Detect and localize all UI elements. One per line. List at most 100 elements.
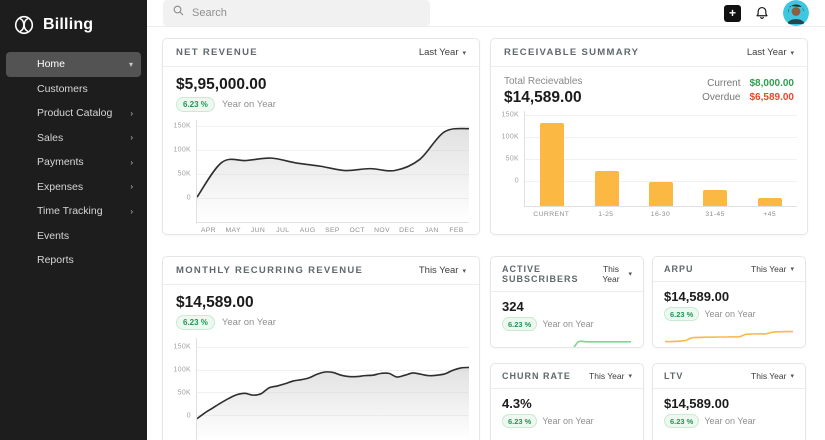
yoy-caption: Year on Year: [221, 317, 276, 328]
notifications-bell-icon[interactable]: [754, 5, 770, 21]
total-receivables-value: $14,589.00: [504, 89, 582, 106]
receivable-bar: [703, 189, 728, 206]
yoy-caption: Year on Year: [542, 416, 594, 426]
receivable-bar: [649, 181, 674, 206]
billing-logo-icon: [13, 14, 35, 36]
y-axis: 150K 100K 50K 0: [173, 343, 191, 420]
active-subscribers-card: ACTIVE SUBSCRIBERS This Year ▾ 324 6.23 …: [490, 256, 644, 348]
chevron-right-icon: ›: [130, 157, 133, 167]
chevron-right-icon: ›: [130, 206, 133, 216]
yoy-badge: 6.23 %: [176, 97, 215, 112]
topbar: +: [147, 0, 825, 27]
active-subscribers-sparkline: [503, 336, 631, 348]
arpu-card: ARPU This Year ▾ $14,589.00 6.23 % Year …: [652, 256, 806, 348]
app-title: Billing: [43, 16, 94, 33]
range-select[interactable]: This Year ▾: [589, 371, 632, 381]
overdue-value: $6,589.00: [749, 92, 795, 103]
mrr-chart: 150K 100K 50K 0: [169, 338, 469, 440]
add-button[interactable]: +: [724, 4, 741, 22]
sidebar-item-customers[interactable]: Customers: [6, 77, 141, 102]
chevron-down-icon: ▾: [790, 49, 794, 57]
yoy-badge: 6.23 %: [176, 315, 215, 330]
arpu-sparkline: [665, 326, 793, 346]
active-subscribers-value: 324: [502, 299, 524, 314]
yoy-caption: Year on Year: [221, 99, 276, 110]
churn-rate-value: 4.3%: [502, 396, 532, 411]
total-receivables: Total Recievables $14,589.00: [504, 76, 582, 107]
yoy-badge: 6.23 %: [502, 414, 538, 428]
search-box[interactable]: [163, 0, 430, 26]
range-select[interactable]: This Year ▾: [751, 264, 794, 274]
x-axis: CURRENT 1-25 16-30 31-45 +45: [533, 210, 777, 218]
x-axis: APR MAY JUN JUL AUG SEP OCT NOV DEC JAN FEB: [200, 226, 464, 234]
yoy-caption: Year on Year: [542, 319, 594, 329]
sidebar-item-time-tracking[interactable]: Time Tracking ›: [6, 199, 141, 224]
ltv-value: $14,589.00: [664, 396, 730, 411]
left-column: NET REVENUE Last Year ▾ $5,95,000.00 6.2…: [162, 38, 480, 440]
payments-icon: [14, 155, 28, 169]
receivable-bar: [757, 198, 782, 206]
churn-rate-card: CHURN RATE This Year ▾ 4.3% 6.23 % Year …: [490, 363, 644, 440]
chevron-down-icon: ▾: [128, 59, 133, 69]
range-select[interactable]: Last Year ▾: [418, 47, 466, 58]
net-revenue-card: NET REVENUE Last Year ▾ $5,95,000.00 6.2…: [162, 38, 480, 235]
customers-icon: [14, 82, 28, 96]
kpi-grid: ACTIVE SUBSCRIBERS This Year ▾ 324 6.23 …: [490, 256, 808, 440]
sidebar-item-events[interactable]: Events: [6, 224, 141, 249]
sales-icon: [14, 131, 28, 145]
search-icon: [172, 4, 185, 22]
mrr-value: $14,589.00: [176, 294, 254, 311]
mrr-card: MONTHLY RECURRING REVENUE This Year ▾ $1…: [162, 256, 480, 440]
reports-icon: [14, 253, 28, 267]
right-column: RECEIVABLE SUMMARY Last Year ▾ Total Rec…: [490, 38, 808, 440]
y-axis: 150K 100K 50K 0: [501, 111, 519, 185]
sidebar-item-home[interactable]: Home ▾: [6, 52, 141, 77]
sidebar-item-sales[interactable]: Sales ›: [6, 126, 141, 151]
receivables-chart: 150K 100K 50K 0 CURRENT 1-25 16-30 31-45 +45: [497, 111, 797, 221]
chevron-right-icon: ›: [130, 133, 133, 143]
topbar-actions: +: [724, 0, 809, 26]
current-value: $8,000.00: [749, 78, 795, 89]
sidebar-item-reports[interactable]: Reports: [6, 248, 141, 273]
net-revenue-value: $5,95,000.00: [176, 76, 267, 93]
main-area: + NET REVENUE Last Year ▾ $5,95,000.00: [147, 0, 825, 440]
range-select[interactable]: This Year ▾: [418, 265, 466, 276]
search-input[interactable]: [192, 7, 421, 19]
net-revenue-chart: 150K 100K 50K 0 APR MAY JUN JUL AUG SEP OCT NOV DEC J…: [169, 120, 469, 234]
total-receivables-label: Total Recievables: [504, 76, 583, 87]
range-select[interactable]: This Year ▾: [598, 264, 632, 284]
sidebar-item-product-catalog[interactable]: Product Catalog ›: [6, 101, 141, 126]
range-select[interactable]: This Year ▾: [751, 371, 794, 381]
card-title: MONTHLY RECURRING REVENUE: [176, 265, 364, 276]
yoy-badge: 6.23 %: [664, 307, 700, 321]
chevron-down-icon: ▾: [462, 49, 466, 57]
sidebar: Billing Home ▾ Customers Product Catalog › Sa…: [0, 0, 147, 440]
sidebar-item-expenses[interactable]: Expenses ›: [6, 175, 141, 200]
yoy-caption: Year on Year: [704, 309, 756, 319]
product-catalog-icon: [14, 106, 28, 120]
card-title: RECEIVABLE SUMMARY: [504, 47, 640, 58]
card-title: NET REVENUE: [176, 47, 258, 58]
expenses-icon: [14, 180, 28, 194]
time-tracking-icon: [14, 204, 28, 218]
app-logo[interactable]: Billing: [0, 0, 147, 52]
avatar[interactable]: [783, 0, 809, 26]
chevron-right-icon: ›: [130, 108, 133, 118]
range-select[interactable]: Last Year ▾: [746, 47, 794, 58]
y-axis: 150K 100K 50K 0: [173, 122, 191, 202]
chevron-right-icon: ›: [130, 182, 133, 192]
chevron-down-icon: ▾: [462, 267, 466, 275]
yoy-badge: 6.23 %: [664, 414, 700, 428]
receivable-bar: [540, 122, 565, 206]
chevron-down-icon: ▾: [790, 266, 794, 273]
arpu-value: $14,589.00: [664, 289, 730, 304]
sidebar-nav: Home ▾ Customers Product Catalog › Sales › Paym…: [0, 52, 147, 273]
chevron-down-icon: ▾: [628, 271, 632, 278]
yoy-caption: Year on Year: [704, 416, 756, 426]
chevron-down-icon: ▾: [628, 373, 632, 380]
sidebar-item-payments[interactable]: Payments ›: [6, 150, 141, 175]
receivable-summary-card: RECEIVABLE SUMMARY Last Year ▾ Total Rec…: [490, 38, 808, 235]
dashboard-content: NET REVENUE Last Year ▾ $5,95,000.00 6.2…: [147, 27, 825, 440]
chevron-down-icon: ▾: [790, 373, 794, 380]
receivable-bar: [594, 170, 619, 206]
